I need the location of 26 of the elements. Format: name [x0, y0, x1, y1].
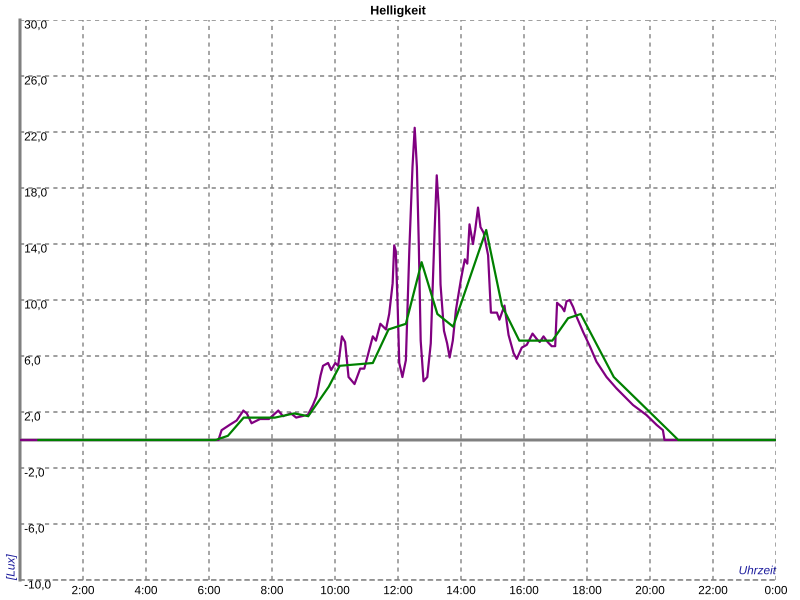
x-tick-label: 6:00 [198, 586, 220, 594]
y-tick-label: 30,0 [24, 20, 47, 30]
x-tick-label: 8:00 [261, 586, 284, 594]
chart-title: Helligkeit [371, 5, 426, 18]
x-tick-label: 16:00 [510, 586, 538, 594]
y-tick-label: 6,0 [24, 356, 40, 366]
y-tick-label: 26,0 [24, 76, 47, 86]
y-tick-label: 10,0 [25, 300, 47, 310]
y-tick-label: 22,0 [24, 132, 47, 142]
y-axis-title: [Lux] [6, 554, 17, 580]
x-tick-label: 2:00 [72, 586, 94, 594]
x-tick-label: 14:00 [447, 586, 476, 594]
y-tick-label: -6,0 [24, 524, 44, 534]
x-tick-label: 0:00 [764, 586, 788, 594]
y-tick-label: 2,0 [24, 412, 40, 422]
x-tick-label: 18:00 [573, 586, 602, 594]
x-tick-label: 12:00 [384, 586, 412, 594]
y-tick-label: 14,0 [25, 244, 47, 254]
y-tick-label: -2,0 [24, 468, 44, 478]
x-tick-label: 4:00 [134, 586, 158, 594]
y-tick-label: -10,0 [24, 580, 51, 590]
x-tick-label: 10:00 [321, 586, 350, 594]
x-axis-title: Uhrzeit [739, 566, 776, 574]
x-tick-label: 20:00 [636, 586, 664, 594]
y-tick-label: 18,0 [25, 188, 47, 198]
x-tick-label: 22:00 [698, 586, 728, 594]
